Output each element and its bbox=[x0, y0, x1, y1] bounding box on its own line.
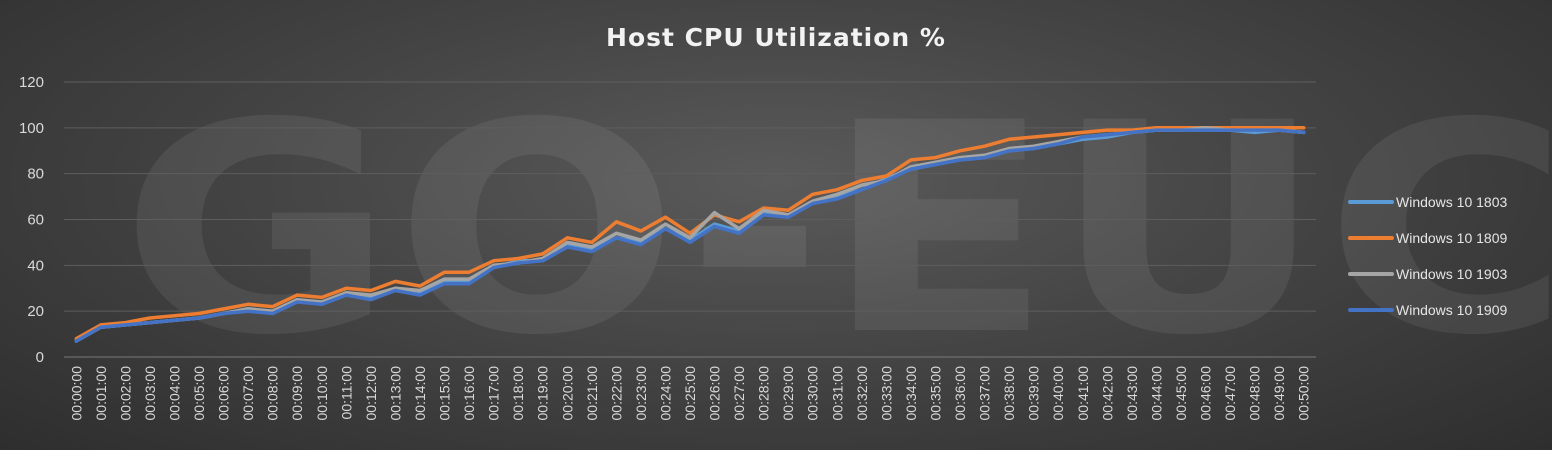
x-tick-label: 00:06:00 bbox=[216, 366, 232, 421]
series-line-windows-10-1909 bbox=[74, 128, 1306, 343]
x-tick-label: 00:13:00 bbox=[387, 366, 403, 421]
x-tick-label: 00:25:00 bbox=[682, 366, 698, 421]
x-tick-label: 00:37:00 bbox=[977, 366, 993, 421]
x-tick-label: 00:05:00 bbox=[191, 366, 207, 421]
x-tick-label: 00:19:00 bbox=[535, 366, 551, 421]
x-tick-label: 00:44:00 bbox=[1148, 366, 1164, 421]
x-tick-label: 00:02:00 bbox=[117, 366, 133, 421]
x-tick-label: 00:29:00 bbox=[780, 366, 796, 421]
x-tick-label: 00:35:00 bbox=[927, 366, 943, 421]
x-tick-label: 00:40:00 bbox=[1050, 366, 1066, 421]
x-tick-label: 00:03:00 bbox=[142, 366, 158, 421]
x-tick-label: 00:17:00 bbox=[486, 366, 502, 421]
x-tick-label: 00:01:00 bbox=[93, 366, 109, 421]
x-tick-label: 00:23:00 bbox=[633, 366, 649, 421]
x-tick-label: 00:14:00 bbox=[412, 366, 428, 421]
x-tick-label: 00:43:00 bbox=[1124, 366, 1140, 421]
x-tick-label: 00:34:00 bbox=[903, 366, 919, 421]
x-tick-label: 00:15:00 bbox=[437, 366, 453, 421]
x-tick-label: 00:24:00 bbox=[657, 366, 673, 421]
x-tick-label: 00:09:00 bbox=[289, 366, 305, 421]
x-tick-label: 00:36:00 bbox=[952, 366, 968, 421]
x-tick-label: 00:41:00 bbox=[1075, 366, 1091, 421]
x-tick-label: 00:49:00 bbox=[1271, 366, 1287, 421]
legend-label: Windows 10 1809 bbox=[1396, 230, 1508, 246]
x-tick-label: 00:07:00 bbox=[240, 366, 256, 421]
x-tick-label: 00:42:00 bbox=[1099, 366, 1115, 421]
x-tick-label: 00:33:00 bbox=[878, 366, 894, 421]
x-tick-label: 00:00:00 bbox=[68, 366, 84, 421]
chart-title: Host CPU Utilization % bbox=[606, 23, 946, 52]
x-tick-label: 00:27:00 bbox=[731, 366, 747, 421]
x-tick-label: 00:47:00 bbox=[1222, 366, 1238, 421]
x-tick-label: 00:39:00 bbox=[1026, 366, 1042, 421]
x-tick-label: 00:45:00 bbox=[1173, 366, 1189, 421]
y-tick-label: 0 bbox=[36, 349, 44, 366]
y-tick-label: 120 bbox=[19, 74, 44, 91]
x-tick-label: 00:30:00 bbox=[805, 366, 821, 421]
x-tick-label: 00:16:00 bbox=[461, 366, 477, 421]
x-tick-label: 00:50:00 bbox=[1296, 366, 1312, 421]
x-tick-label: 00:48:00 bbox=[1247, 366, 1263, 421]
y-tick-label: 40 bbox=[27, 257, 44, 274]
x-tick-label: 00:26:00 bbox=[707, 366, 723, 421]
x-tick-label: 00:22:00 bbox=[608, 366, 624, 421]
series-line-windows-10-1809 bbox=[74, 126, 1306, 341]
legend: Windows 10 1803 Windows 10 1809 Windows 10… bbox=[1348, 194, 1508, 318]
x-tick-label: 00:20:00 bbox=[559, 366, 575, 421]
x-tick-label: 00:08:00 bbox=[265, 366, 281, 421]
y-tick-label: 20 bbox=[27, 303, 44, 320]
legend-label: Windows 10 1803 bbox=[1396, 194, 1508, 210]
y-axis-ticks: 0 20 40 60 80 100 120 bbox=[19, 74, 44, 366]
legend-label: Windows 10 1909 bbox=[1396, 302, 1508, 318]
x-tick-label: 00:11:00 bbox=[338, 366, 354, 420]
x-axis-ticks: 00:00:00 00:01:00 00:02:00 00:03:00 00:04:00… bbox=[68, 366, 1311, 421]
legend-label: Windows 10 1903 bbox=[1396, 266, 1508, 282]
x-tick-label: 00:28:00 bbox=[756, 366, 772, 421]
x-tick-label: 00:12:00 bbox=[363, 366, 379, 421]
y-tick-label: 60 bbox=[27, 212, 44, 229]
x-tick-label: 00:21:00 bbox=[584, 366, 600, 421]
x-tick-label: 00:32:00 bbox=[854, 366, 870, 421]
x-tick-label: 00:31:00 bbox=[829, 366, 845, 421]
watermark: GO-EUC bbox=[120, 62, 1552, 399]
x-tick-label: 00:46:00 bbox=[1198, 366, 1214, 421]
y-tick-label: 100 bbox=[19, 120, 44, 137]
series-lines bbox=[74, 126, 1306, 343]
x-tick-label: 00:04:00 bbox=[166, 366, 182, 421]
x-tick-label: 00:10:00 bbox=[314, 366, 330, 421]
x-tick-label: 00:38:00 bbox=[1001, 366, 1017, 421]
y-tick-label: 80 bbox=[27, 166, 44, 183]
x-tick-label: 00:18:00 bbox=[510, 366, 526, 421]
